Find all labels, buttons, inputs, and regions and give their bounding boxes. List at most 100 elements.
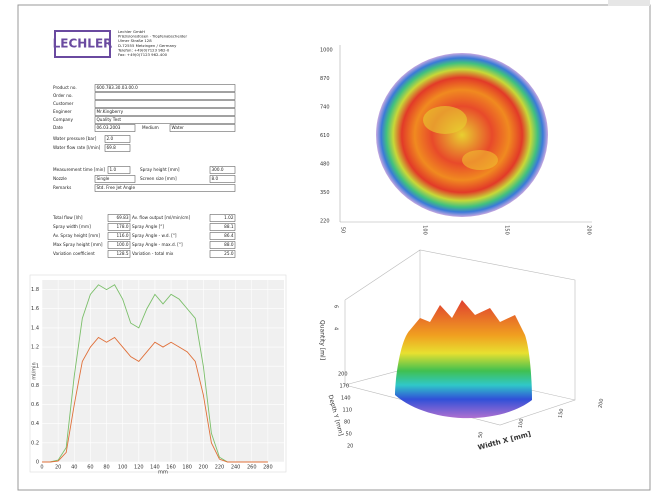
field-box	[107, 232, 131, 240]
x-tick-label: 50	[478, 431, 485, 438]
stat-label: Av. Spray height [mm]	[53, 233, 100, 238]
x-tick-label: 280	[263, 465, 273, 471]
y-tick-label: 80	[344, 420, 350, 426]
y-tick-label: 1.6	[31, 306, 39, 312]
surface	[395, 300, 532, 419]
y-tick-label: 170	[340, 384, 350, 390]
x-tick-label: 150	[504, 225, 510, 235]
field-box	[104, 144, 131, 152]
field-value: 2.0	[107, 136, 114, 141]
field-value: Mr.Kingberry	[97, 109, 124, 114]
x-tick-label: 200	[199, 465, 209, 471]
field-box	[107, 250, 131, 258]
field-box	[209, 250, 236, 258]
field-value: 06.03.2003	[97, 125, 121, 130]
address-line: Fax: +49(0)7123 962-400	[118, 52, 168, 57]
x-tick-label: 80	[103, 465, 109, 471]
y-tick-label: 740	[320, 105, 330, 111]
y-tick-label: 50	[346, 432, 352, 438]
field-box	[209, 232, 236, 240]
field-box	[94, 175, 136, 183]
field-label: Customer	[53, 101, 74, 106]
x-tick-label: 40	[71, 465, 77, 471]
field-box	[209, 241, 236, 249]
tab	[608, 0, 650, 6]
heatmap	[339, 45, 592, 223]
field-label: Screen size [mm]	[140, 176, 177, 181]
x-tick-label: 220	[215, 465, 225, 471]
field-label: Order no.	[53, 93, 73, 98]
y-tick-label: 200	[338, 372, 348, 378]
field-box	[94, 108, 236, 116]
stat-label: Variation coefficient	[53, 251, 95, 256]
field-value: 600.783.30.03.00.0	[97, 85, 139, 90]
field-box	[94, 100, 236, 108]
y-tick-label: 0.8	[31, 383, 39, 389]
stat-label: Total flow [l/h]	[52, 215, 83, 220]
y-tick-label: 1	[36, 364, 39, 370]
field-box	[94, 116, 236, 124]
address-line: Lechler GmbH	[118, 29, 145, 34]
plot-area	[42, 280, 284, 462]
y-tick-label: 0	[36, 460, 39, 466]
stat-value: 86.4	[224, 233, 234, 238]
x-tick-label: 240	[231, 465, 241, 471]
y-tick-label: 110	[343, 408, 353, 414]
x-tick-label: 50	[340, 227, 346, 233]
stat-value: 88.1	[224, 224, 234, 229]
address-line: Telefon: +49(0)7123 962-0	[117, 47, 170, 52]
z-tick-label: 4	[333, 327, 339, 330]
y-tick-label: 0.4	[31, 421, 39, 427]
field-box	[94, 84, 236, 92]
field-box	[94, 92, 236, 100]
field-box	[94, 124, 136, 132]
field-label: Remarks	[53, 185, 71, 190]
stat-label: Spray Angle [°]	[132, 224, 164, 229]
stat-value: 178.0	[117, 224, 129, 229]
field-label: Measurement time [min]	[53, 167, 105, 172]
stat-label: Spray Angle - w.d. [°]	[132, 233, 177, 238]
z-tick-label: 6	[333, 305, 339, 308]
y-tick-label: 20	[347, 444, 353, 450]
field-label: Engineer	[53, 109, 72, 114]
x-tick-label: 160	[166, 465, 176, 471]
y-tick-label: 220	[320, 219, 330, 225]
spot	[462, 150, 498, 170]
field-label: Water pressure [bar]	[53, 136, 97, 141]
stat-value: 116.0	[117, 233, 129, 238]
x-tick-label: 60	[87, 465, 93, 471]
stat-value: 25.0	[224, 251, 234, 256]
address-line: Ulmer Straße 128	[118, 38, 152, 43]
x-tick-label: 100	[422, 225, 428, 235]
stat-label: Max Spray height [mm]	[53, 242, 103, 247]
y-tick-label: 610	[320, 133, 330, 139]
stat-label: Spray width [mm]	[53, 224, 91, 229]
surface-plot	[344, 249, 576, 426]
stat-value: 69.83	[117, 215, 129, 220]
x-tick-label: 20	[55, 465, 61, 471]
field-box	[107, 241, 131, 249]
stat-value: 1.02	[224, 215, 234, 220]
field-value: Water	[172, 125, 185, 130]
field-label: Company	[53, 117, 73, 122]
x-tick-label: 100	[118, 465, 128, 471]
field-box	[107, 166, 131, 174]
x-tick-label: 120	[134, 465, 144, 471]
field-label: Water flow rate [l/min]	[53, 145, 101, 150]
stat-label: Variation - total mix	[132, 251, 174, 256]
field-box	[107, 214, 131, 222]
x-tick-label: 260	[247, 465, 257, 471]
logo-box	[54, 30, 111, 58]
stat-value: 128.5	[117, 251, 129, 256]
field-box	[169, 124, 236, 132]
field-box	[209, 214, 236, 222]
field-box	[107, 223, 131, 231]
y-tick-label: 0.2	[31, 440, 39, 446]
field-value: Single	[97, 176, 110, 181]
x-tick-label: 200	[598, 398, 606, 408]
y-tick-label: 870	[320, 76, 330, 82]
field-value: 1.0	[110, 167, 117, 172]
address-line: D-72555 Metzingen / Germany	[118, 43, 177, 48]
field-label: Date	[53, 125, 63, 130]
